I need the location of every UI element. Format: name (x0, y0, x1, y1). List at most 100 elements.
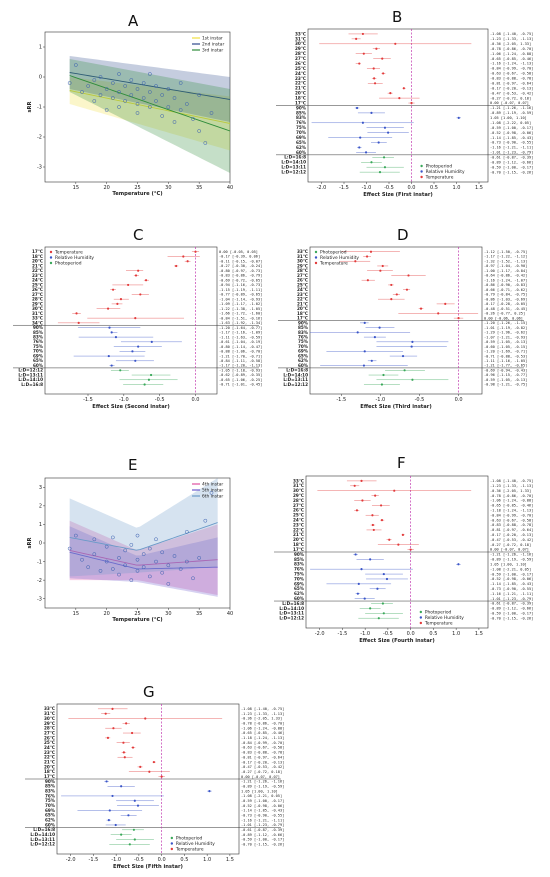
row-label: 28°C (32, 297, 43, 302)
ci-value: -0.73 [-0.90, -0.55] (241, 813, 284, 817)
estimate-point (137, 269, 140, 272)
estimate-point (388, 538, 391, 541)
ci-value: -0.84 [-0.99, -0.70] (490, 67, 533, 71)
y-tick-label: -1 (37, 105, 42, 111)
ci-value: -0.86 [-1.03, -0.69] (484, 297, 527, 301)
estimate-point (382, 72, 385, 75)
legend-marker (49, 256, 53, 259)
y-tick-label: -3 (37, 165, 42, 171)
row-label: 62% (294, 591, 305, 596)
row-label: 75% (45, 798, 56, 803)
x-tick-label: 1.0 (452, 631, 460, 637)
data-point (110, 535, 115, 540)
row-label: 26°C (297, 278, 308, 283)
estimate-point (362, 52, 365, 55)
row-label: 21°C (295, 86, 306, 91)
panel-letter-c: C (133, 226, 143, 244)
ci-value: -1.66 [-1.72, -1.60] (219, 312, 262, 316)
estimate-point (143, 383, 146, 386)
ci-value: 0.00 [-0.07, 0.07] (490, 548, 529, 552)
row-label: 65% (296, 140, 307, 145)
row-label: 24°C (297, 287, 308, 292)
estimate-point (361, 121, 364, 124)
estimate-point (110, 331, 113, 334)
ci-value: -1.21 [-1.26, -1.16] (241, 780, 284, 784)
ci-value: 0.00 [-0.06, 0.06] (484, 316, 523, 320)
ci-value: -0.71 [-0.88, -0.53] (484, 354, 527, 358)
data-point (110, 81, 115, 85)
data-point (104, 559, 109, 564)
data-point (160, 570, 165, 575)
ci-value: -0.59 [-1.00, -0.17] (241, 799, 284, 803)
row-label: 30°C (32, 306, 43, 311)
legend-label: Temperature (175, 847, 204, 853)
row-label: 21°C (293, 532, 304, 537)
ci-value: -1.08 [-1.40, -0.75] (241, 707, 284, 711)
data-point (135, 111, 140, 115)
x-tick-label: 40 (227, 611, 233, 617)
forest-plot-c: 17°C 0.00 [-0.05, 0.05] 18°C -0.17 [-0.39, … (13, 246, 262, 410)
estimate-point (364, 151, 368, 154)
estimate-point (182, 255, 185, 258)
x-tick-label: -1.0 (111, 857, 121, 863)
y-tick-label: 1 (39, 522, 42, 528)
row-label: L:D=12:12 (283, 382, 308, 387)
estimate-point (139, 765, 142, 769)
ci-value: -0.84 [-1.51, -0.16] (219, 316, 262, 320)
ci-value: -0.61 [-1.04, -0.19] (219, 340, 262, 344)
estimate-point (112, 727, 115, 730)
ci-value: -0.94 [-1.16, -0.73] (219, 283, 262, 287)
estimate-point (372, 67, 375, 70)
estimate-point (410, 345, 413, 348)
row-label: 30°C (293, 488, 304, 493)
estimate-point (355, 37, 358, 40)
data-point (135, 533, 140, 538)
data-point (98, 75, 103, 79)
ci-value: -1.16 [-1.24, -1.13] (490, 62, 533, 66)
row-label: 25°C (297, 282, 308, 287)
ci-value: -0.61 [-0.87, -0.39] (241, 828, 284, 832)
estimate-point (136, 804, 140, 807)
estimate-point (380, 519, 384, 522)
row-label: 24°C (44, 745, 55, 750)
estimate-point (390, 298, 393, 301)
data-point (117, 572, 121, 577)
x-axis-title: Effect Size (Second instar) (92, 404, 169, 410)
ci-value: 0.00 [-0.07, 0.07] (490, 101, 529, 105)
estimate-point (133, 838, 136, 841)
x-tick-label: 0.0 (407, 631, 415, 637)
y-tick-label: 0 (39, 75, 42, 81)
panel-letter-g: G (143, 683, 155, 701)
data-point (123, 548, 128, 553)
row-label: L:D=14:10 (283, 372, 308, 377)
estimate-point (401, 354, 405, 358)
estimate-point (208, 789, 211, 793)
ci-value: -1.21 [-1.77, -0.65] (484, 364, 527, 368)
row-label: L:D=12:12 (18, 368, 43, 373)
ci-value: -1.14 [-1.85, -0.43] (490, 582, 533, 586)
x-tick-label: -1.5 (89, 857, 99, 863)
row-label: 29°C (32, 301, 43, 306)
ci-value: -1.01 [-1.23, -0.79] (241, 823, 284, 827)
ci-value: -0.84 [-0.99, -0.70] (241, 741, 284, 745)
estimate-point (377, 617, 380, 620)
legend-marker (170, 842, 174, 845)
estimate-point (361, 32, 364, 36)
estimate-point (354, 553, 357, 556)
estimate-point (371, 523, 374, 527)
row-label: 69% (298, 349, 309, 354)
ci-value: -0.48 [-0.51, -0.45] (484, 307, 527, 311)
estimate-point (382, 572, 385, 576)
data-point (172, 554, 177, 558)
ci-value: -0.59 [-1.00, -0.17] (490, 165, 533, 169)
row-label: 76% (33, 339, 44, 344)
ci-value: -1.17 [-1.22, -1.12] (484, 255, 527, 259)
estimate-point (108, 326, 111, 329)
data-point (67, 546, 72, 551)
x-tick-label: 0.5 (180, 857, 188, 863)
panel-f: F 33°C -1.08 [-1.40, -0.75] 31°C -1.23 [-1.… (274, 454, 533, 644)
row-label: 83% (296, 115, 307, 120)
data-point (92, 99, 97, 103)
ci-value: -0.70 [-1.15, -0.26] (241, 843, 284, 847)
estimate-point (382, 156, 386, 159)
